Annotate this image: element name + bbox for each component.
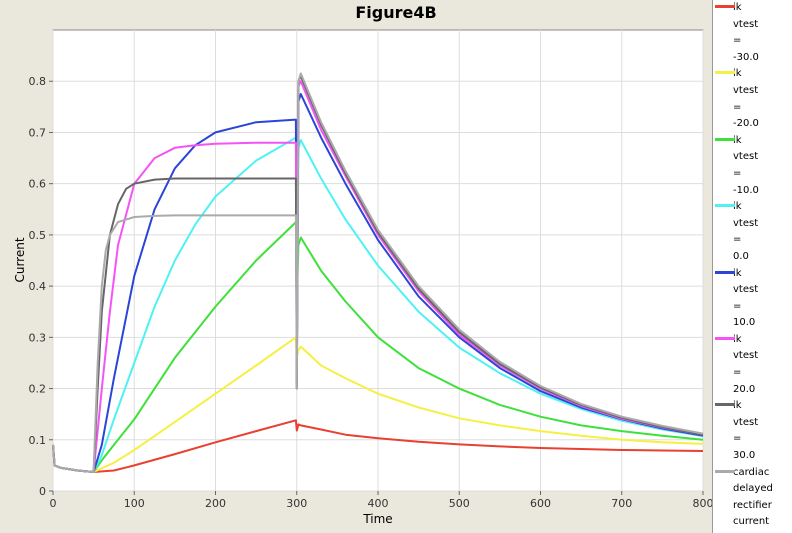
x-tick-label: 100	[124, 497, 145, 510]
y-tick-label: 0.1	[29, 434, 47, 447]
legend-swatch	[715, 469, 735, 473]
y-tick-label: 0.3	[29, 331, 47, 344]
x-tick-label: 800	[693, 497, 713, 510]
y-tick-label: 0.8	[29, 75, 47, 88]
legend-swatch	[715, 137, 735, 141]
axes: 0 100 200 300 400 500 600 700 800 0 0.1 0.2 0.3 0.4 0.…	[29, 75, 713, 510]
x-tick-label: 300	[286, 497, 307, 510]
legend-entry: ik vtest = -20.0	[713, 66, 792, 132]
legend-swatch	[715, 204, 735, 208]
y-tick-label: 0	[39, 485, 46, 498]
x-tick-label: 400	[368, 497, 389, 510]
y-tick-label: 0.4	[29, 280, 47, 293]
legend-label: ik vtest = 30.0	[733, 400, 759, 462]
x-axis-label: Time	[362, 512, 392, 526]
legend-label: cardiac delayed rectifier current vtest	[733, 466, 773, 528]
chart-plot: 0 100 200 300 400 500 600 700 800 0 0.1 0.2 0.3 0.4 0.…	[13, 29, 713, 526]
legend-label: ik vtest = 20.0	[733, 333, 759, 395]
series-line-7	[52, 72, 704, 473]
legend-label: ik vtest = -30.0	[733, 2, 759, 63]
grid	[52, 30, 704, 492]
y-tick-label: 0.5	[29, 229, 47, 242]
y-tick-label: 0.2	[29, 383, 47, 396]
x-tick-label: 0	[50, 497, 57, 510]
legend-swatch	[715, 270, 735, 274]
chart-title: Figure4B	[355, 3, 437, 22]
y-tick-label: 0.7	[29, 126, 47, 139]
legend-swatch	[715, 5, 735, 8]
y-tick-label: 0.6	[29, 178, 47, 191]
legend-entry: ik vtest = -30.0	[713, 0, 792, 66]
legend-label: ik vtest = -20.0	[733, 68, 759, 130]
series-layer	[52, 72, 704, 473]
legend-swatch	[715, 71, 735, 75]
legend: ik vtest = -30.0 ik vtest = -20.0 ik vtest…	[712, 0, 792, 533]
x-tick-label: 500	[449, 497, 470, 510]
x-tick-label: 700	[611, 497, 632, 510]
legend-entry: ik vtest = 0.0	[713, 199, 792, 265]
legend-swatch	[715, 403, 735, 407]
legend-swatch	[715, 336, 735, 340]
legend-label: ik vtest = 10.0	[733, 267, 759, 329]
legend-entry: ik vtest = 30.0	[713, 398, 792, 464]
x-tick-label: 200	[205, 497, 226, 510]
legend-entry: cardiac delayed rectifier current vtest	[713, 465, 792, 533]
legend-entry: ik vtest = 20.0	[713, 332, 792, 398]
legend-label: ik vtest = -10.0	[733, 134, 759, 196]
legend-label: ik vtest = 0.0	[733, 201, 759, 262]
x-tick-label: 600	[530, 497, 551, 510]
series-line-5	[52, 80, 704, 473]
legend-entry: ik vtest = 10.0	[713, 266, 792, 332]
y-axis-label: Current	[13, 237, 27, 282]
legend-entry: ik vtest = -10.0	[713, 133, 792, 199]
